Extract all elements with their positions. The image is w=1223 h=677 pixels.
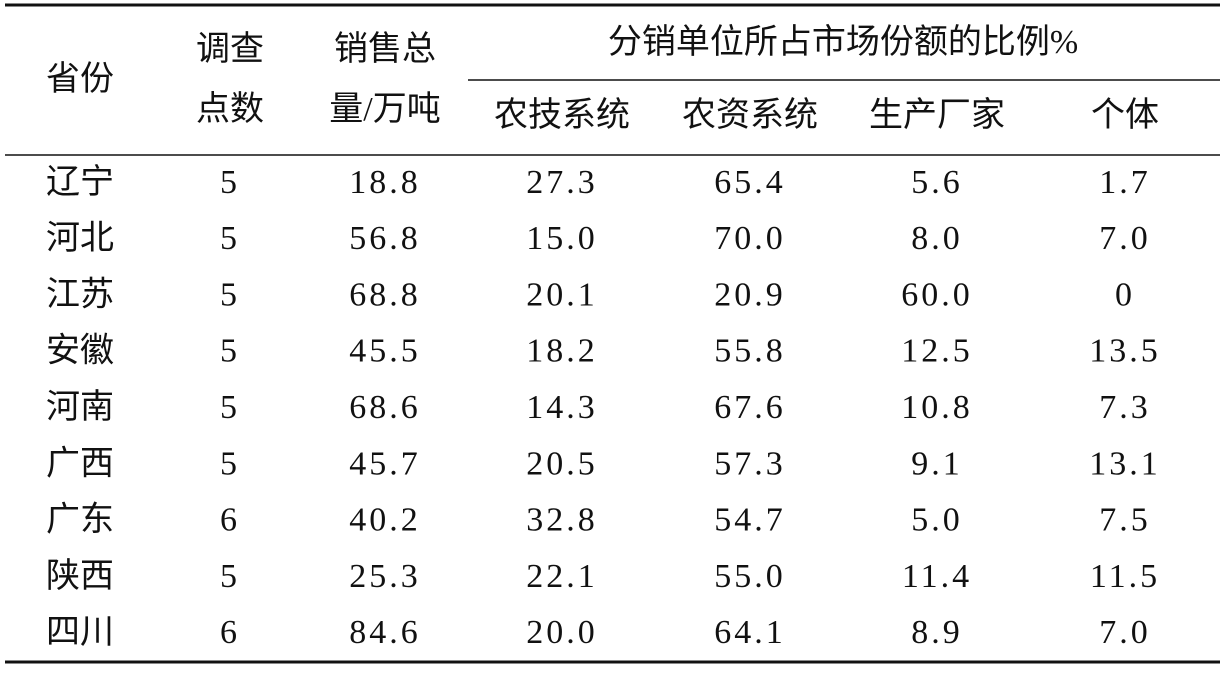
header-cell: 点数 [196, 90, 264, 128]
cell: 20.1 [526, 276, 598, 313]
cell: 9.1 [911, 445, 963, 482]
cell: 5 [220, 389, 240, 426]
cell: 5 [220, 164, 240, 201]
cell: 1.7 [1099, 164, 1151, 201]
cell: 45.7 [349, 445, 421, 482]
cell: 32.8 [526, 502, 598, 539]
row-label: 广东 [46, 501, 114, 539]
row-label: 广西 [46, 444, 114, 482]
row-label: 陕西 [46, 558, 114, 595]
cell: 40.2 [349, 502, 421, 539]
cell: 68.6 [349, 389, 421, 426]
cell: 13.5 [1089, 333, 1161, 370]
header-cell: 生产厂家 [869, 96, 1005, 134]
cell: 64.1 [714, 614, 786, 651]
cell: 11.4 [902, 558, 972, 595]
cell: 5 [220, 333, 240, 370]
header-cell: 调查 [196, 30, 264, 68]
cell: 7.0 [1099, 220, 1151, 257]
row-label: 河南 [46, 388, 114, 426]
header-cell: 量/万吨 [329, 90, 440, 128]
cell: 7.5 [1099, 502, 1151, 539]
header-cell: 销售总 [334, 30, 436, 68]
cell: 60.0 [901, 276, 973, 313]
cell: 14.3 [526, 389, 598, 426]
cell: 6 [220, 614, 240, 651]
cell: 20.5 [526, 445, 598, 482]
cell: 20.0 [526, 614, 598, 651]
cell: 70.0 [714, 220, 786, 257]
header-cell: 农技系统 [494, 96, 630, 134]
cell: 13.1 [1089, 445, 1161, 482]
cell: 55.8 [714, 333, 786, 370]
row-label: 四川 [46, 614, 114, 651]
cell: 12.5 [901, 333, 973, 370]
row-label: 安徽 [46, 332, 114, 370]
cell: 20.9 [714, 276, 786, 313]
row-label: 河北 [46, 220, 114, 257]
cell: 65.4 [714, 164, 786, 201]
cell: 68.8 [349, 276, 421, 313]
header-cell: 个体 [1091, 97, 1159, 134]
header-cell: 分销单位所占市场份额的比例% [608, 23, 1078, 61]
cell: 5.0 [911, 502, 963, 539]
header-cell: 省份 [46, 60, 114, 98]
cell: 6 [220, 502, 240, 539]
cell: 67.6 [714, 389, 786, 426]
cell: 57.3 [714, 445, 786, 482]
cell: 15.0 [526, 220, 598, 257]
cell: 5 [220, 558, 240, 595]
cell: 5 [220, 445, 240, 482]
cell: 27.3 [526, 164, 598, 201]
cell: 11.5 [1090, 558, 1160, 595]
cell: 55.0 [714, 558, 786, 595]
cell: 7.0 [1099, 614, 1151, 651]
cell: 7.3 [1099, 389, 1151, 426]
row-label: 江苏 [46, 275, 114, 313]
cell: 56.8 [349, 220, 421, 257]
cell: 54.7 [714, 502, 786, 539]
cell: 18.2 [526, 333, 598, 370]
cell: 18.8 [349, 164, 421, 201]
cell: 22.1 [526, 558, 598, 595]
cell: 10.8 [901, 389, 973, 426]
cell: 8.0 [911, 220, 963, 257]
header-cell: 农资系统 [682, 96, 818, 134]
cell: 25.3 [349, 558, 421, 595]
cell: 45.5 [349, 333, 421, 370]
cell: 5 [220, 220, 240, 257]
cell: 5.6 [911, 164, 963, 201]
cell: 0 [1115, 276, 1135, 313]
cell: 5 [220, 276, 240, 313]
cell: 84.6 [349, 614, 421, 651]
cell: 8.9 [911, 614, 963, 651]
row-label: 辽宁 [46, 163, 114, 201]
